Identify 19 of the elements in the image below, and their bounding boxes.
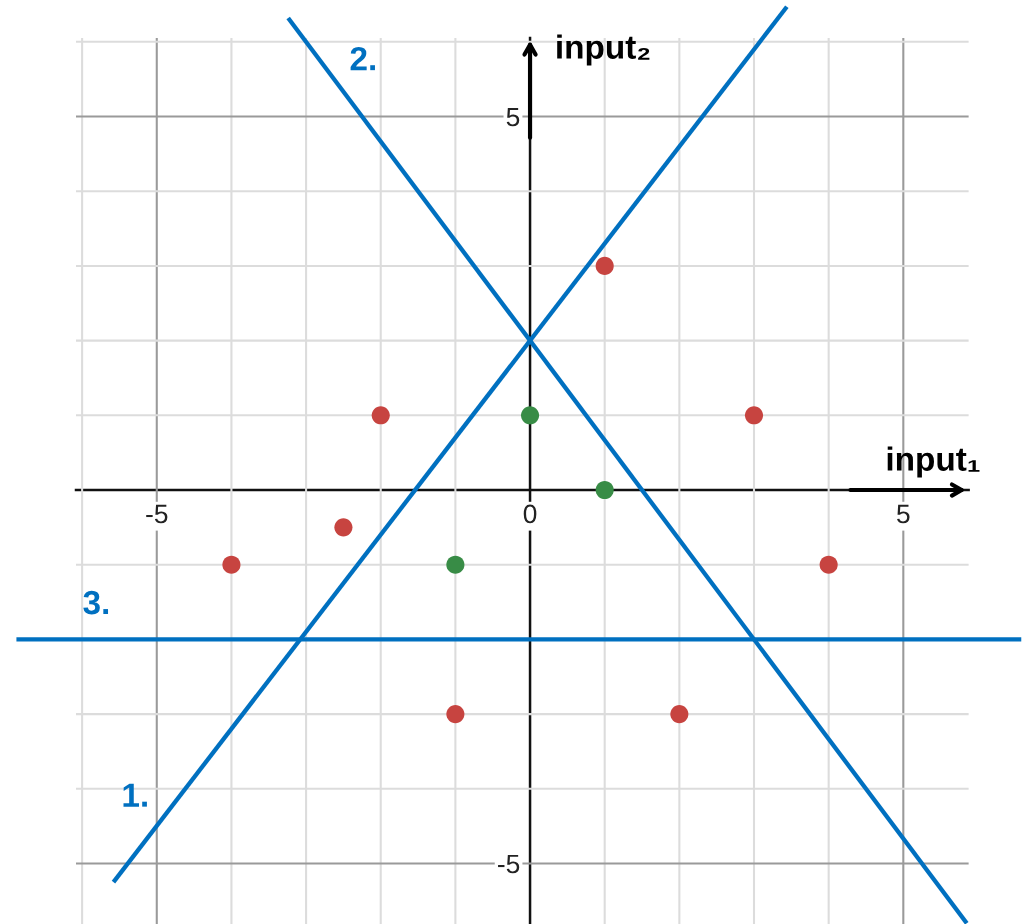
point: [371, 406, 390, 425]
point: [744, 406, 764, 425]
point: [595, 256, 614, 275]
y-axis-title: input₂: [557, 34, 650, 66]
point: [819, 555, 838, 574]
series-label: 3.: [83, 590, 109, 615]
x-axis-title: input₁: [887, 446, 980, 478]
series-label: 1.: [123, 783, 147, 807]
point: [520, 406, 540, 425]
point: [334, 518, 353, 537]
point: [595, 480, 614, 500]
point: [222, 555, 241, 574]
x-tick-label: 0: [523, 504, 537, 524]
point: [446, 555, 465, 574]
series-label: 2.: [350, 46, 375, 71]
x-tick-label: -5: [146, 504, 168, 524]
x-tick-label: 5: [897, 504, 910, 524]
point: [670, 705, 689, 724]
point: [446, 705, 465, 724]
